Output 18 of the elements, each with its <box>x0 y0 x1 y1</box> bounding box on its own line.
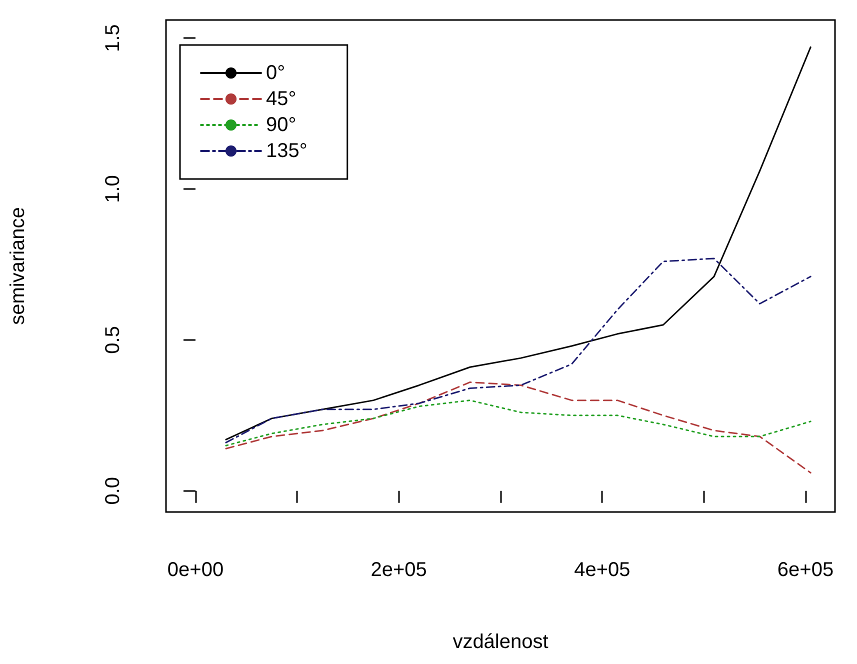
y-tick-label: 0.0 <box>102 476 124 505</box>
line-series <box>225 400 812 446</box>
x-tick-label: 2e+05 <box>370 559 427 581</box>
x-tick-label: 0e+00 <box>167 559 224 581</box>
legend-label: 135° <box>266 140 308 162</box>
x-axis-title: vzdálenost <box>452 631 549 653</box>
y-tick-label: 1.5 <box>102 24 124 52</box>
legend-label: 90° <box>266 114 296 136</box>
x-tick-label: 4e+05 <box>574 559 630 581</box>
y-tick-label: 0.5 <box>102 326 124 354</box>
line-series <box>225 46 812 440</box>
x-tick-label: 6e+05 <box>777 559 834 581</box>
line-series <box>225 381 812 474</box>
line-series <box>225 258 812 444</box>
y-axis-title: semivariance <box>7 207 29 325</box>
y-tick-label: 1.0 <box>102 175 124 203</box>
legend-label: 0° <box>266 62 286 84</box>
legend-label: 45° <box>266 88 296 110</box>
